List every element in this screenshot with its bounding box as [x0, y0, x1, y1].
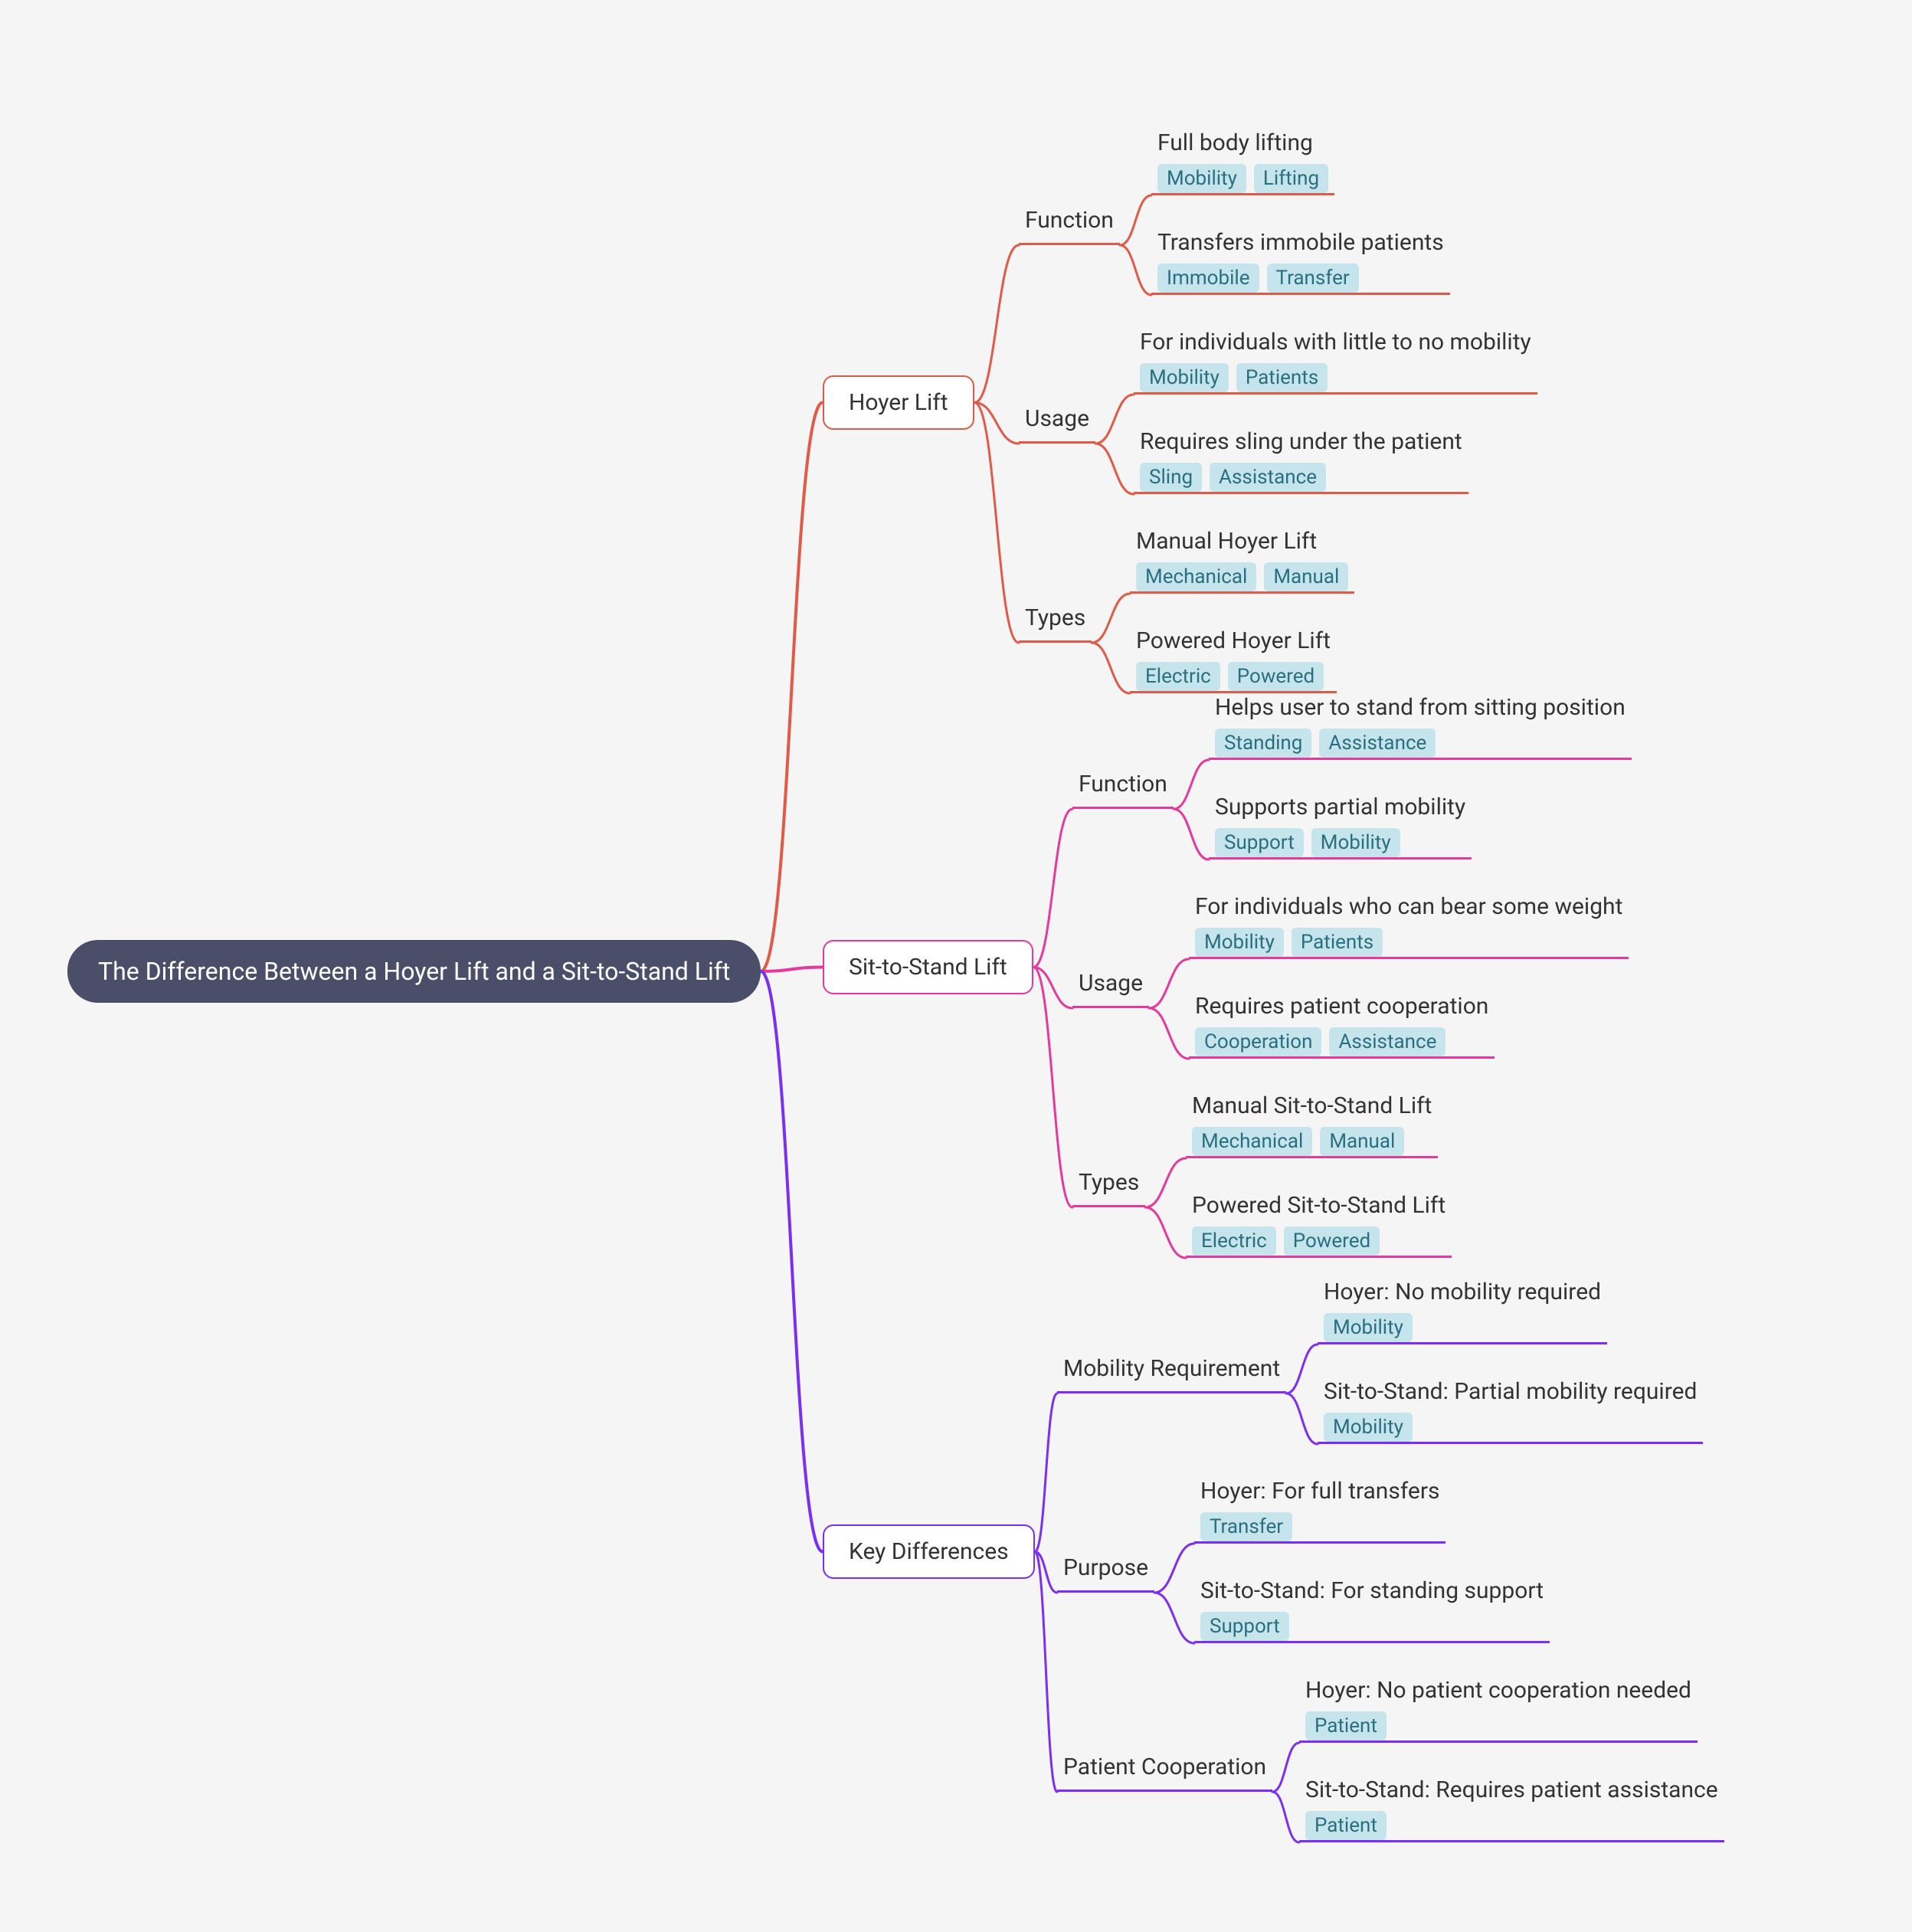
branch-node-sitstand: Sit-to-Stand Lift	[823, 940, 1033, 994]
leaf-tags: Mechanical Manual	[1136, 562, 1348, 591]
tag: Patients	[1236, 363, 1328, 392]
leaf-tags: Sling Assistance	[1140, 463, 1462, 492]
tag: Transfer	[1200, 1512, 1292, 1541]
leaf-tags: SupportMobility	[1215, 828, 1465, 857]
leaf-tags: Cooperation Assistance	[1195, 1027, 1488, 1056]
tag: Mobility	[1140, 363, 1229, 392]
tag: Powered	[1284, 1226, 1380, 1256]
tag: Support	[1215, 828, 1304, 857]
leaf-node: Manual Hoyer Lift Mechanical Manual	[1130, 523, 1354, 594]
leaf-node: Hoyer: No mobility required Mobility	[1318, 1274, 1607, 1344]
tag: Support	[1200, 1612, 1289, 1641]
leaf-text: Hoyer: For full transfers	[1200, 1478, 1439, 1505]
tag: Electric	[1192, 1226, 1276, 1256]
tag: Mechanical	[1136, 562, 1256, 591]
leaf-text: Requires sling under the patient	[1140, 428, 1462, 455]
leaf-tags: Standing Assistance	[1215, 729, 1626, 758]
leaf-text: Full body lifting	[1157, 129, 1328, 156]
tag: Sling	[1140, 463, 1202, 492]
tag: Mobility	[1324, 1313, 1413, 1342]
leaf-text: Transfers immobile patients	[1157, 229, 1444, 256]
leaf-tags: Mechanical Manual	[1192, 1127, 1432, 1156]
tag: Assistance	[1319, 729, 1436, 758]
tag: Manual	[1320, 1127, 1404, 1156]
leaf-node: Transfers immobile patients Immobile Trans…	[1151, 224, 1450, 295]
sub-node-sts-types: Types	[1072, 1161, 1145, 1207]
tag: Powered	[1228, 662, 1324, 691]
leaf-text: Sit-to-Stand: Requires patient assistanc…	[1305, 1776, 1718, 1803]
leaf-tags: Mobility	[1324, 1313, 1601, 1342]
leaf-tags: MobilityPatients	[1140, 363, 1531, 392]
leaf-node: Helps user to stand from sitting positio…	[1209, 689, 1632, 760]
leaf-tags: Mobility Patients	[1195, 928, 1622, 957]
sub-node-hoyer-types: Types	[1019, 597, 1092, 643]
leaf-node: Sit-to-Stand: Requires patient assistanc…	[1299, 1772, 1724, 1842]
sub-node-sts-usage: Usage	[1072, 962, 1149, 1008]
leaf-text: For individuals with little to no mobili…	[1140, 329, 1531, 355]
leaf-node: Requires patient cooperation Cooperation A…	[1189, 988, 1495, 1059]
tag: Mobility	[1195, 928, 1284, 957]
leaf-node: Requires sling under the patient Sling Ass…	[1134, 424, 1468, 494]
leaf-text: Sit-to-Stand: For standing support	[1200, 1577, 1544, 1604]
leaf-tags: Mobility Lifting	[1157, 164, 1328, 193]
tag: Transfer	[1267, 264, 1359, 293]
leaf-text: For individuals who can bear some weight	[1195, 893, 1622, 920]
leaf-node: Sit-to-Stand: For standing support Suppor…	[1194, 1573, 1550, 1643]
leaf-text: Hoyer: No patient cooperation needed	[1305, 1677, 1691, 1704]
leaf-node: For individuals with little to no mobili…	[1134, 324, 1537, 395]
leaf-text: Hoyer: No mobility required	[1324, 1279, 1601, 1305]
sub-node-kd-mob: Mobility Requirement	[1057, 1347, 1286, 1393]
leaf-node: Full body lifting Mobility Lifting	[1151, 125, 1334, 195]
tag: Mobility	[1311, 828, 1400, 857]
leaf-text: Sit-to-Stand: Partial mobility required	[1324, 1378, 1697, 1405]
leaf-node: Hoyer: No patient cooperation needed Pati…	[1299, 1672, 1698, 1743]
tag: Patients	[1292, 928, 1383, 957]
tag: Electric	[1136, 662, 1220, 691]
leaf-text: Manual Sit-to-Stand Lift	[1192, 1092, 1432, 1119]
tag: Mobility	[1157, 164, 1246, 193]
leaf-tags: Transfer	[1200, 1512, 1439, 1541]
sub-node-hoyer-usage: Usage	[1019, 398, 1095, 444]
tag: Lifting	[1254, 164, 1328, 193]
leaf-tags: Mobility	[1324, 1413, 1697, 1442]
leaf-node: Supports partial mobility SupportMobility	[1209, 789, 1472, 860]
branch-node-hoyer: Hoyer Lift	[823, 375, 974, 430]
leaf-tags: Patient	[1305, 1811, 1718, 1840]
tag: Manual	[1264, 562, 1348, 591]
leaf-tags: Immobile Transfer	[1157, 264, 1444, 293]
leaf-tags: Electric Powered	[1136, 662, 1331, 691]
leaf-text: Powered Hoyer Lift	[1136, 627, 1331, 654]
leaf-text: Manual Hoyer Lift	[1136, 528, 1348, 555]
sub-node-hoyer-func: Function	[1019, 199, 1120, 245]
leaf-tags: Electric Powered	[1192, 1226, 1445, 1256]
leaf-tags: Patient	[1305, 1711, 1691, 1740]
leaf-node: Powered Sit-to-Stand Lift Electric Powered	[1186, 1187, 1452, 1258]
leaf-node: Sit-to-Stand: Partial mobility required M…	[1318, 1374, 1703, 1444]
leaf-node: Powered Hoyer Lift Electric Powered	[1130, 623, 1337, 693]
leaf-text: Supports partial mobility	[1215, 794, 1465, 820]
tag: Immobile	[1157, 264, 1259, 293]
leaf-text: Powered Sit-to-Stand Lift	[1192, 1192, 1445, 1219]
tag: Patient	[1305, 1711, 1387, 1740]
sub-node-sts-func: Function	[1072, 763, 1174, 809]
tag: Assistance	[1329, 1027, 1445, 1056]
tag: Mobility	[1324, 1413, 1413, 1442]
tag: Patient	[1305, 1811, 1387, 1840]
root-node: The Difference Between a Hoyer Lift and …	[67, 940, 761, 1003]
leaf-node: Manual Sit-to-Stand Lift Mechanical Manual	[1186, 1088, 1438, 1158]
sub-node-kd-purpose: Purpose	[1057, 1547, 1154, 1593]
branch-node-keydiff: Key Differences	[823, 1524, 1035, 1579]
leaf-node: Hoyer: For full transfers Transfer	[1194, 1473, 1445, 1544]
leaf-text: Requires patient cooperation	[1195, 993, 1488, 1020]
leaf-tags: Support	[1200, 1612, 1544, 1641]
tag: Cooperation	[1195, 1027, 1321, 1056]
tag: Standing	[1215, 729, 1311, 758]
sub-node-kd-coop: Patient Cooperation	[1057, 1746, 1272, 1792]
leaf-node: For individuals who can bear some weight…	[1189, 889, 1629, 959]
leaf-text: Helps user to stand from sitting positio…	[1215, 694, 1626, 721]
tag: Assistance	[1210, 463, 1326, 492]
tag: Mechanical	[1192, 1127, 1312, 1156]
